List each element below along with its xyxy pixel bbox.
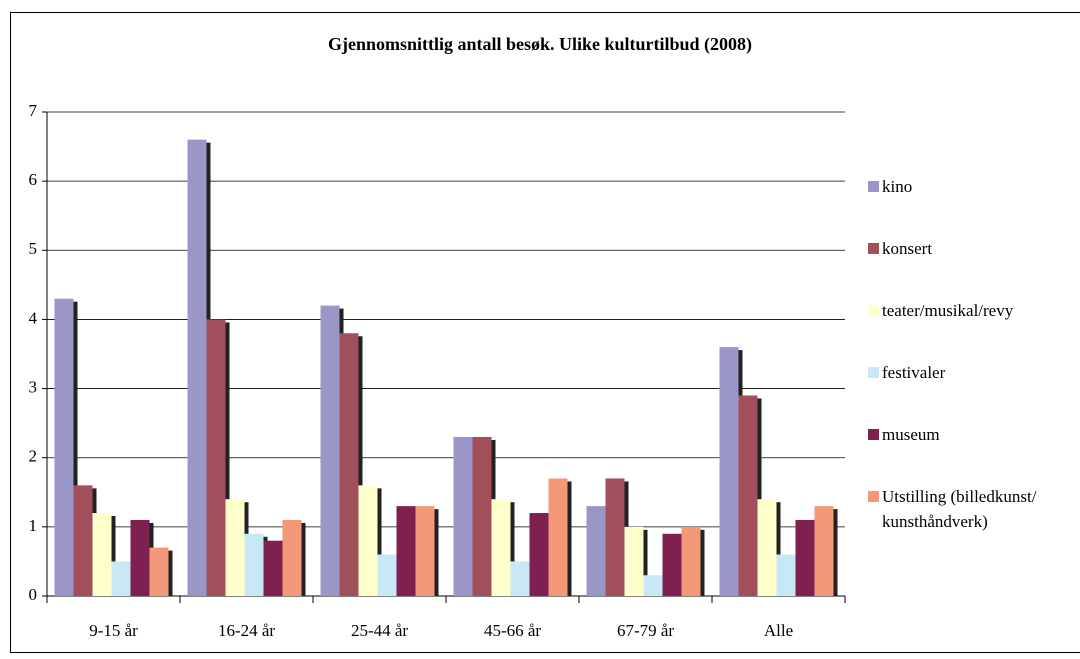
bar	[492, 499, 511, 596]
bar	[511, 561, 530, 596]
bar	[549, 478, 568, 596]
bar	[720, 347, 739, 596]
bar	[416, 506, 435, 596]
y-tick-label: 1	[29, 516, 38, 535]
y-tick-label: 7	[29, 101, 38, 120]
legend-swatch	[868, 367, 879, 378]
legend-swatch	[868, 243, 879, 254]
bar	[625, 527, 644, 596]
x-tick-label: Alle	[764, 621, 793, 640]
bar	[55, 299, 74, 596]
legend-label: museum	[882, 422, 1080, 447]
y-tick-label: 5	[29, 239, 38, 258]
bar	[188, 140, 207, 596]
y-tick-label: 3	[29, 377, 38, 396]
legend-item: konsert	[882, 236, 1080, 296]
bar	[530, 513, 549, 596]
bar	[74, 485, 93, 596]
bar	[321, 306, 340, 596]
legend-label: kino	[882, 174, 1080, 199]
legend-label: Utstilling (billedkunst/ kunsthåndverk)	[882, 484, 1080, 534]
legend-label: teater/musikal/revy	[882, 298, 1080, 323]
bar	[682, 527, 701, 596]
x-tick-label: 45-66 år	[484, 621, 541, 640]
legend-swatch	[868, 491, 879, 502]
legend-swatch	[868, 305, 879, 316]
legend-label: festivaler	[882, 360, 1080, 385]
bar	[815, 506, 834, 596]
legend-swatch	[868, 181, 879, 192]
y-tick-label: 6	[29, 170, 38, 189]
x-tick-label: 67-79 år	[617, 621, 674, 640]
x-tick-label: 9-15 år	[89, 621, 138, 640]
bar	[758, 499, 777, 596]
bar	[606, 478, 625, 596]
bar	[739, 395, 758, 596]
bar	[473, 437, 492, 596]
bar	[378, 555, 397, 596]
bar	[359, 485, 378, 596]
y-tick-label: 0	[29, 585, 38, 604]
bar	[454, 437, 473, 596]
legend-item: teater/musikal/revy	[882, 298, 1080, 358]
legend-swatch	[868, 429, 879, 440]
chart-title: Gjennomsnittlig antall besøk. Ulike kult…	[328, 34, 752, 55]
bar	[112, 561, 131, 596]
legend-item: festivaler	[882, 360, 1080, 420]
bar	[131, 520, 150, 596]
x-tick-label: 25-44 år	[351, 621, 408, 640]
x-tick-label: 16-24 år	[218, 621, 275, 640]
bar	[207, 319, 226, 596]
bar	[796, 520, 815, 596]
bar	[264, 541, 283, 596]
bar	[226, 499, 245, 596]
bar	[150, 548, 169, 596]
legend-item: Utstilling (billedkunst/ kunsthåndverk)	[882, 484, 1080, 544]
bar	[245, 534, 264, 596]
legend-item: kino	[882, 174, 1080, 234]
bar	[340, 333, 359, 596]
bar	[283, 520, 302, 596]
y-tick-label: 2	[29, 447, 38, 466]
bar	[397, 506, 416, 596]
y-tick-label: 4	[29, 308, 38, 327]
bar	[777, 555, 796, 596]
legend-label: konsert	[882, 236, 1080, 261]
bar	[93, 513, 112, 596]
legend-item: museum	[882, 422, 1080, 482]
bar	[587, 506, 606, 596]
bar	[663, 534, 682, 596]
bar	[644, 575, 663, 596]
